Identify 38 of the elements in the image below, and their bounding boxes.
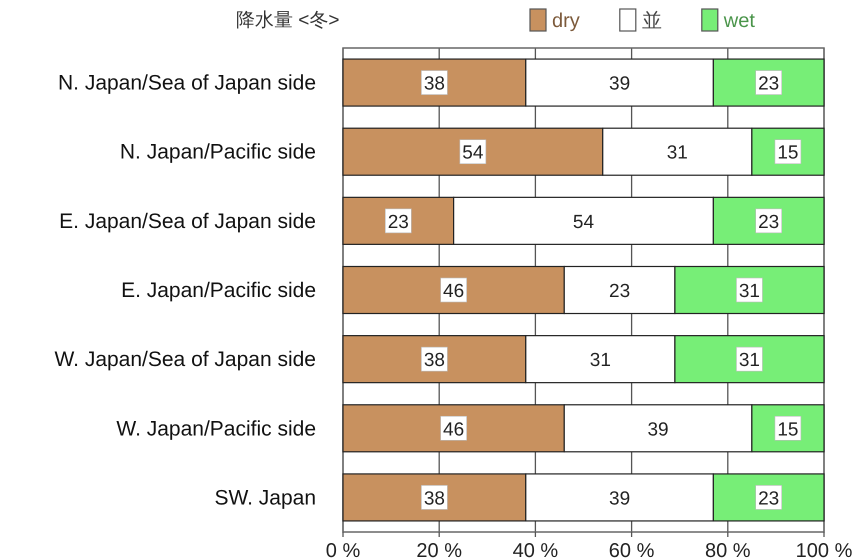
data-label: 23 [758,488,780,510]
data-label: 15 [777,142,798,164]
data-label: 38 [424,488,445,510]
data-label: 39 [609,488,630,510]
series-label: 並 [642,10,662,32]
y-tick-label: W. Japan/Pacific side [116,417,316,440]
data-label: 23 [609,281,630,302]
data-label: 38 [424,74,445,95]
data-label: 31 [590,350,611,372]
data-label: 31 [666,142,688,164]
data-label: 31 [738,350,760,372]
data-label: 15 [777,419,798,440]
data-label: 46 [443,419,464,440]
legend-label: wet [722,10,756,32]
x-tick-label: 40 % [512,540,558,560]
y-tick-label: W. Japan/Sea of Japan side [54,348,316,372]
x-tick-label: 80 % [705,540,751,560]
x-tick-label: 0 % [326,540,360,560]
x-tick-label: 100 % [796,540,853,560]
y-tick-label: E. Japan/Sea of Japan side [59,210,316,233]
x-tick-label: 20 % [416,540,462,560]
y-tick-label: SW. Japan [214,486,316,510]
data-label: 39 [647,419,669,440]
data-label: 38 [424,350,445,372]
data-label: 46 [443,281,464,302]
data-label: 54 [462,142,484,164]
data-label: 31 [738,281,760,302]
data-label: 39 [609,74,630,95]
data-label: 54 [572,212,594,233]
y-tick-label: N. Japan/Sea of Japan side [58,72,316,95]
x-tick-label: 60 % [608,540,655,560]
y-tick-label: E. Japan/Pacific side [121,279,316,302]
legend-label: dry [552,10,580,32]
data-label: 23 [758,212,780,233]
data-label: 23 [758,74,780,95]
data-label: 23 [388,212,409,233]
y-tick-label: N. Japan/Pacific side [120,140,316,164]
chart-title: 降水量 <冬> [236,10,340,31]
